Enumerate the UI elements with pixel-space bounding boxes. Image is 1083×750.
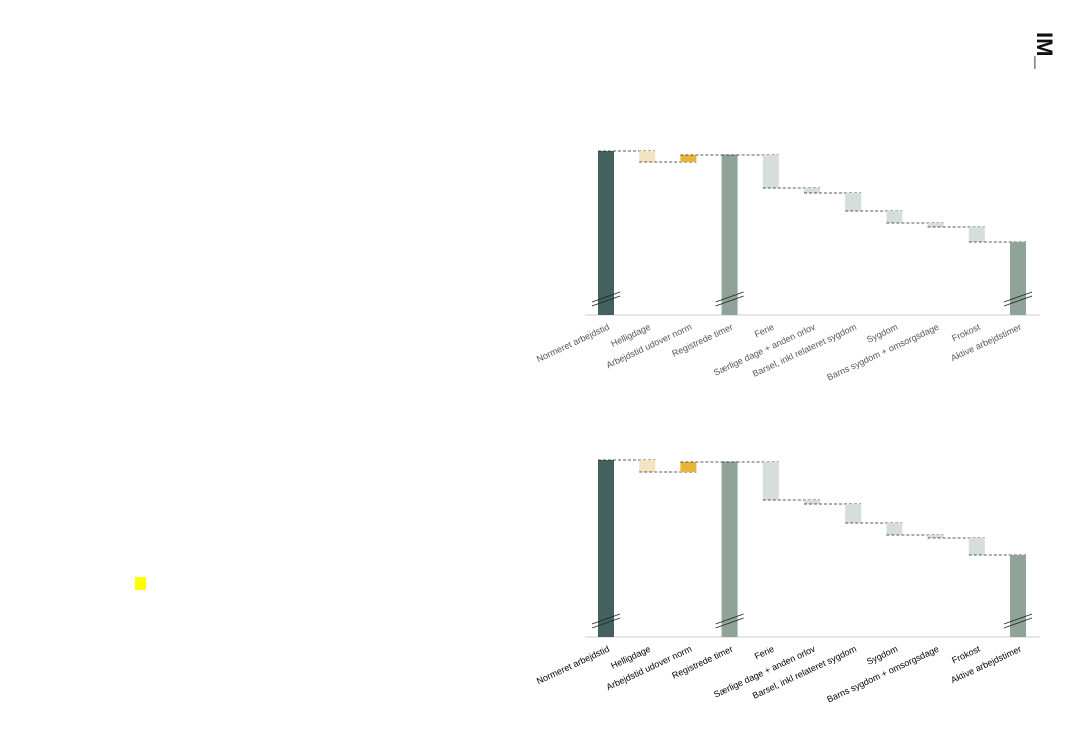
bar xyxy=(886,523,903,535)
axis-break xyxy=(591,613,621,625)
bar xyxy=(639,460,656,472)
x-tick-label: Normeret arbejdstid xyxy=(535,322,611,364)
axis-break xyxy=(1003,295,1033,307)
bar xyxy=(721,462,738,637)
bar xyxy=(680,155,697,162)
axis-break xyxy=(591,295,621,307)
highlight-marker xyxy=(135,577,146,590)
bar xyxy=(721,155,738,315)
axis-break xyxy=(1003,617,1033,629)
bar xyxy=(639,151,656,162)
bar xyxy=(762,155,779,188)
x-tick-label: Ferie xyxy=(753,644,776,662)
bar xyxy=(968,538,985,555)
x-tick-label: Ferie xyxy=(753,322,776,340)
x-tick-label: Aktive arbejdstimer xyxy=(949,644,1023,685)
axis-break xyxy=(591,291,621,303)
axis-break xyxy=(1003,291,1033,303)
x-tick-label: Normeret arbejdstid xyxy=(535,644,611,686)
bar xyxy=(927,223,944,227)
bar xyxy=(598,151,614,315)
axis-break xyxy=(1003,613,1033,625)
bar xyxy=(968,227,985,242)
bar xyxy=(845,504,862,523)
bar xyxy=(845,193,862,211)
bar xyxy=(886,211,903,223)
axis-break xyxy=(715,613,744,625)
bar xyxy=(927,535,944,538)
bar xyxy=(598,460,614,637)
x-tick-label: Aktive arbejdstimer xyxy=(949,322,1023,363)
axis-break xyxy=(591,617,621,629)
bar xyxy=(804,500,820,504)
bar xyxy=(804,188,820,193)
bar xyxy=(762,462,779,500)
logo: IM_ xyxy=(1032,32,1057,69)
axis-break xyxy=(715,295,744,307)
axis-break xyxy=(715,617,744,629)
bar xyxy=(680,462,697,472)
bar xyxy=(1010,555,1026,637)
axis-break xyxy=(715,291,744,303)
bar xyxy=(1010,242,1026,315)
